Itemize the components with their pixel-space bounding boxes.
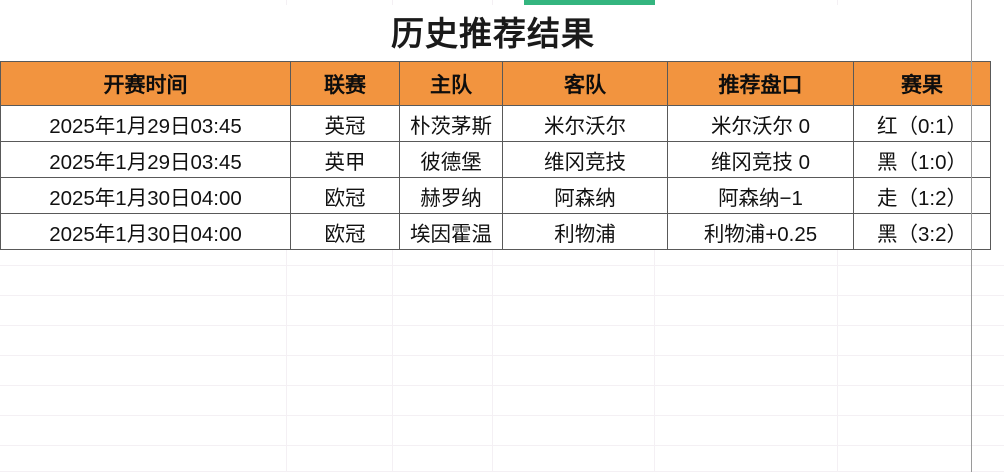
cell-handicap[interactable]: 阿森纳−1 <box>667 177 854 214</box>
sheet-right-edge <box>971 0 972 472</box>
column-header-time[interactable]: 开赛时间 <box>0 61 291 106</box>
grid-row-line <box>0 445 1004 446</box>
cell-result[interactable]: 红（0:1） <box>853 105 991 142</box>
table-row[interactable]: 2025年1月30日04:00 欧冠 埃因霍温 利物浦 利物浦+0.25 黑（3… <box>0 213 991 250</box>
grid-row-line <box>0 265 1004 266</box>
page-title: 历史推荐结果 <box>0 5 972 61</box>
green-accent-bar <box>524 0 655 5</box>
column-header-away[interactable]: 客队 <box>502 61 668 106</box>
cell-time[interactable]: 2025年1月30日04:00 <box>0 213 291 250</box>
cell-time[interactable]: 2025年1月29日03:45 <box>0 141 291 178</box>
cell-away[interactable]: 维冈竞技 <box>502 141 668 178</box>
table-body: 2025年1月29日03:45 英冠 朴茨茅斯 米尔沃尔 米尔沃尔 0 红（0:… <box>0 105 991 250</box>
cell-result[interactable]: 走（1:2） <box>853 177 991 214</box>
cell-league[interactable]: 英甲 <box>290 141 400 178</box>
cell-handicap[interactable]: 米尔沃尔 0 <box>667 105 854 142</box>
cell-result[interactable]: 黑（3:2） <box>853 213 991 250</box>
column-header-league[interactable]: 联赛 <box>290 61 400 106</box>
history-results-table: 开赛时间 联赛 主队 客队 推荐盘口 赛果 2025年1月29日03:45 英冠… <box>0 61 991 250</box>
table-header: 开赛时间 联赛 主队 客队 推荐盘口 赛果 <box>0 61 991 106</box>
cell-home[interactable]: 朴茨茅斯 <box>399 105 503 142</box>
table-row[interactable]: 2025年1月29日03:45 英甲 彼德堡 维冈竞技 维冈竞技 0 黑（1:0… <box>0 141 991 178</box>
cell-away[interactable]: 阿森纳 <box>502 177 668 214</box>
table-row[interactable]: 2025年1月30日04:00 欧冠 赫罗纳 阿森纳 阿森纳−1 走（1:2） <box>0 177 991 214</box>
grid-row-line <box>0 295 1004 296</box>
cell-result[interactable]: 黑（1:0） <box>853 141 991 178</box>
column-header-home[interactable]: 主队 <box>399 61 503 106</box>
cell-home[interactable]: 彼德堡 <box>399 141 503 178</box>
cell-handicap[interactable]: 维冈竞技 0 <box>667 141 854 178</box>
cell-handicap[interactable]: 利物浦+0.25 <box>667 213 854 250</box>
cell-league[interactable]: 英冠 <box>290 105 400 142</box>
cell-league[interactable]: 欧冠 <box>290 177 400 214</box>
grid-row-line <box>0 355 1004 356</box>
grid-row-line <box>0 415 1004 416</box>
cell-time[interactable]: 2025年1月29日03:45 <box>0 105 291 142</box>
column-header-handicap[interactable]: 推荐盘口 <box>667 61 854 106</box>
cell-away[interactable]: 米尔沃尔 <box>502 105 668 142</box>
grid-row-line <box>0 385 1004 386</box>
cell-home[interactable]: 埃因霍温 <box>399 213 503 250</box>
column-header-result[interactable]: 赛果 <box>853 61 991 106</box>
table-header-row: 开赛时间 联赛 主队 客队 推荐盘口 赛果 <box>0 61 991 106</box>
cell-league[interactable]: 欧冠 <box>290 213 400 250</box>
table-row[interactable]: 2025年1月29日03:45 英冠 朴茨茅斯 米尔沃尔 米尔沃尔 0 红（0:… <box>0 105 991 142</box>
cell-home[interactable]: 赫罗纳 <box>399 177 503 214</box>
cell-time[interactable]: 2025年1月30日04:00 <box>0 177 291 214</box>
page-title-text: 历史推荐结果 <box>391 14 595 52</box>
grid-row-line <box>0 325 1004 326</box>
cell-away[interactable]: 利物浦 <box>502 213 668 250</box>
